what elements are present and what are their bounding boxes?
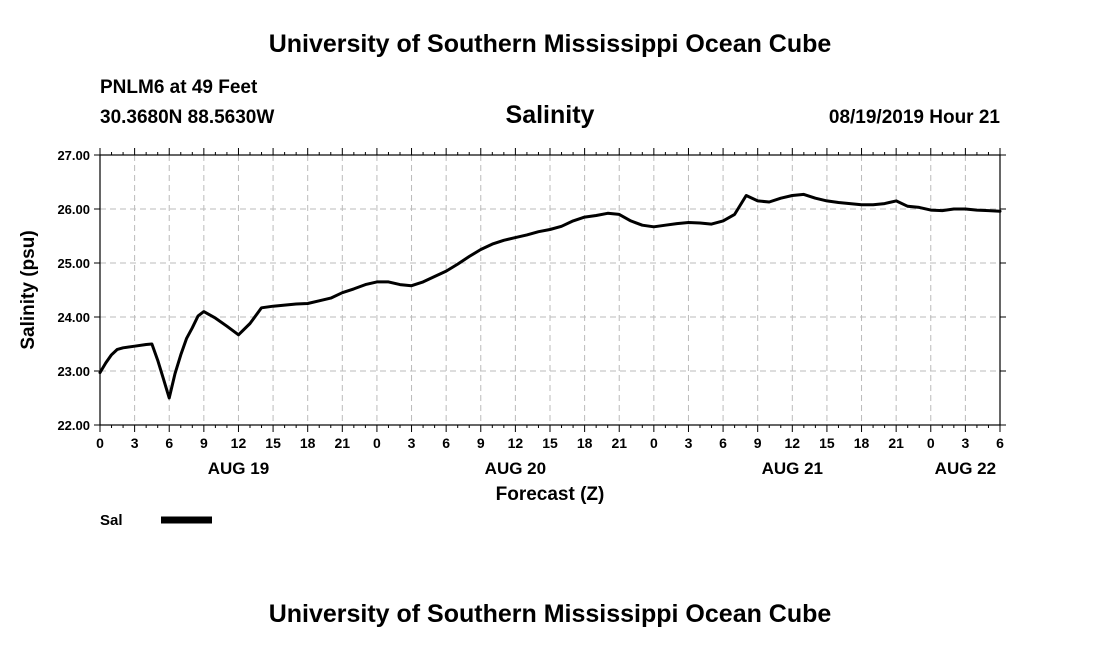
x-axis-label: Forecast (Z) (496, 484, 605, 505)
x-tick-label: 0 (96, 435, 104, 451)
x-tick-label: 21 (335, 435, 351, 451)
x-tick-label: 3 (961, 435, 969, 451)
x-tick-label: 15 (819, 435, 835, 451)
day-label: AUG 20 (485, 459, 546, 478)
y-axis-label: Salinity (psu) (18, 230, 39, 349)
x-tick-label: 12 (785, 435, 801, 451)
x-tick-label: 9 (754, 435, 762, 451)
x-tick-label: 15 (542, 435, 558, 451)
org-title-top: University of Southern Mississippi Ocean… (268, 30, 832, 58)
x-tick-label: 9 (200, 435, 208, 451)
y-tick-label: 27.00 (57, 148, 90, 163)
station-label: PNLM6 at 49 Feet (100, 77, 258, 98)
legend-label: Sal (100, 512, 123, 529)
forecast-datetime: 08/19/2019 Hour 21 (828, 107, 1000, 128)
x-tick-label: 15 (265, 435, 281, 451)
x-tick-label: 3 (685, 435, 693, 451)
x-tick-label: 3 (131, 435, 139, 451)
chart-title: Salinity (505, 101, 595, 129)
x-tick-label: 0 (373, 435, 381, 451)
org-title-bottom: University of Southern Mississippi Ocean… (268, 600, 832, 628)
x-tick-label: 0 (650, 435, 658, 451)
coordinates-label: 30.3680N 88.5630W (100, 107, 275, 128)
grid (100, 155, 1000, 425)
plot-frame (99, 154, 1001, 426)
x-tick-label: 21 (888, 435, 904, 451)
day-label: AUG 21 (762, 459, 823, 478)
x-tick-label: 18 (854, 435, 870, 451)
series-line-sal (98, 192, 1002, 400)
legend: Sal (100, 512, 212, 529)
y-tick-label: 23.00 (57, 364, 90, 379)
axes: 22.00 23.00 24.00 25.00 26.00 27.00 0 3 6 9 12 15 18… (57, 148, 1006, 478)
y-tick-label: 26.00 (57, 202, 90, 217)
y-tick-label: 25.00 (57, 256, 90, 271)
x-tick-label: 6 (719, 435, 727, 451)
x-tick-label: 0 (927, 435, 935, 451)
y-tick-label: 24.00 (57, 310, 90, 325)
x-tick-label: 6 (996, 435, 1004, 451)
x-tick-label: 6 (165, 435, 173, 451)
day-label: AUG 19 (208, 459, 269, 478)
x-tick-label: 12 (508, 435, 524, 451)
x-tick-label: 18 (300, 435, 316, 451)
x-tick-label: 12 (231, 435, 247, 451)
x-tick-label: 3 (408, 435, 416, 451)
y-tick-label: 22.00 (57, 418, 90, 433)
x-tick-label: 18 (577, 435, 593, 451)
day-label: AUG 22 (935, 459, 996, 478)
x-tick-label: 6 (442, 435, 450, 451)
x-tick-label: 21 (611, 435, 627, 451)
series-layer (98, 192, 1002, 400)
x-tick-label: 9 (477, 435, 485, 451)
